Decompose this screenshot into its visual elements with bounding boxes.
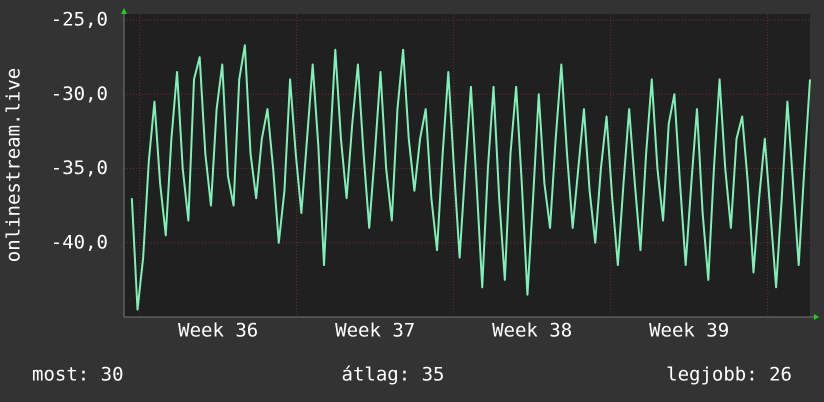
- x-tick-label: Week 36: [178, 320, 258, 342]
- plot-area: [124, 14, 810, 317]
- axis-arrow: [121, 8, 127, 14]
- x-tick-label: Week 37: [335, 320, 415, 342]
- data-line: [130, 44, 811, 311]
- footer-current: most: 30: [32, 364, 124, 386]
- x-tick-label: Week 38: [492, 320, 572, 342]
- y-tick-label: -25,0: [51, 9, 108, 31]
- x-tick-label: Week 39: [649, 320, 729, 342]
- footer-best: legjobb: 26: [666, 364, 792, 386]
- y-tick-label: -35,0: [51, 157, 108, 179]
- axis-arrow: [814, 314, 819, 320]
- y-axis-label: onlinestream.live: [3, 68, 25, 262]
- footer-average: átlag: 35: [342, 364, 445, 386]
- y-tick-label: -30,0: [51, 83, 108, 105]
- y-tick-label: -40,0: [51, 231, 108, 253]
